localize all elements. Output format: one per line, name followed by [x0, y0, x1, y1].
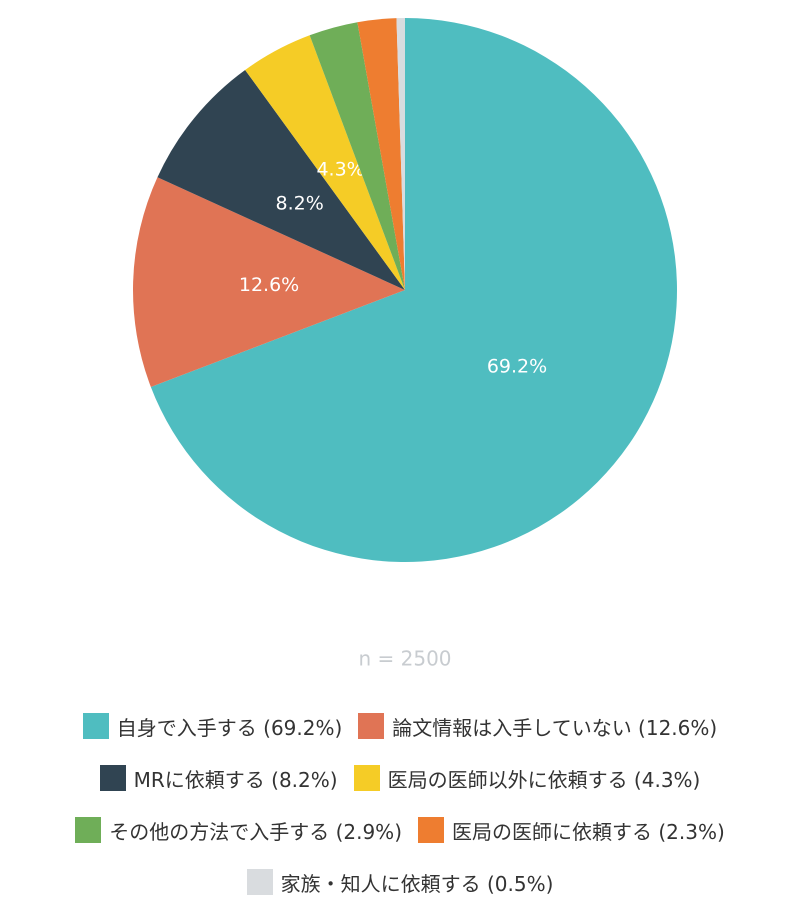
legend-swatch [75, 817, 102, 843]
pie-slice [396, 18, 405, 290]
legend-label: その他の方法で入手する (2.9%) [109, 819, 402, 844]
legend-label: 自身で入手する (69.2%) [116, 715, 343, 740]
legend-swatch [418, 817, 444, 843]
legend-swatch [99, 765, 126, 791]
legend-row: MRに依頼する (8.2%) 医局の医師以外に依頼する (4.3%) [0, 752, 800, 804]
data-label: 4.3% [316, 159, 364, 181]
legend-item: 医局の医師以外に依頼する (4.3%) [353, 764, 701, 793]
legend-item: MRに依頼する (8.2%) [99, 764, 338, 793]
legend-label: 医局の医師に依頼する (2.3%) [452, 819, 725, 844]
legend-swatch [82, 713, 109, 739]
pie-slice [245, 35, 405, 291]
legend-label: 家族・知人に依頼する (0.5%) [280, 871, 554, 896]
pie-slice [133, 177, 405, 387]
legend-row: 自身で入手する (69.2%) 論文情報は入手していない (12.6%) [0, 700, 800, 752]
chart: n = 2500 69.2% 12.6% 8.2% 4.3% [133, 18, 677, 671]
legend-item: 家族・知人に依頼する (0.5%) [246, 868, 554, 897]
pie-slice [357, 18, 405, 290]
legend-swatch [246, 869, 273, 895]
data-label: 69.2% [487, 356, 547, 378]
subtitle: n = 2500 [358, 647, 451, 671]
pie-slice [309, 22, 405, 291]
legend-item: 自身で入手する (69.2%) [82, 712, 343, 741]
legend-label: 医局の医師以外に依頼する (4.3%) [387, 767, 701, 792]
legend-row: その他の方法で入手する (2.9%) 医局の医師に依頼する (2.3%) [0, 804, 800, 856]
legend-item: 論文情報は入手していない (12.6%) [358, 712, 717, 741]
legend-item: 医局の医師に依頼する (2.3%) [418, 816, 725, 845]
pie-slice [150, 18, 677, 562]
legend-swatch [353, 765, 380, 791]
data-label: 12.6% [239, 274, 299, 296]
legend-label: 論文情報は入手していない (12.6%) [392, 715, 718, 740]
legend-row: 家族・知人に依頼する (0.5%) [0, 856, 800, 908]
legend-swatch [358, 713, 385, 739]
data-label: 8.2% [276, 192, 324, 214]
pie-slice [157, 69, 405, 290]
legend-label: MRに依頼する (8.2%) [133, 767, 338, 792]
legend-item: その他の方法で入手する (2.9%) [75, 816, 402, 845]
legend: 自身で入手する (69.2%) 論文情報は入手していない (12.6%) MRに依頼… [0, 700, 800, 908]
